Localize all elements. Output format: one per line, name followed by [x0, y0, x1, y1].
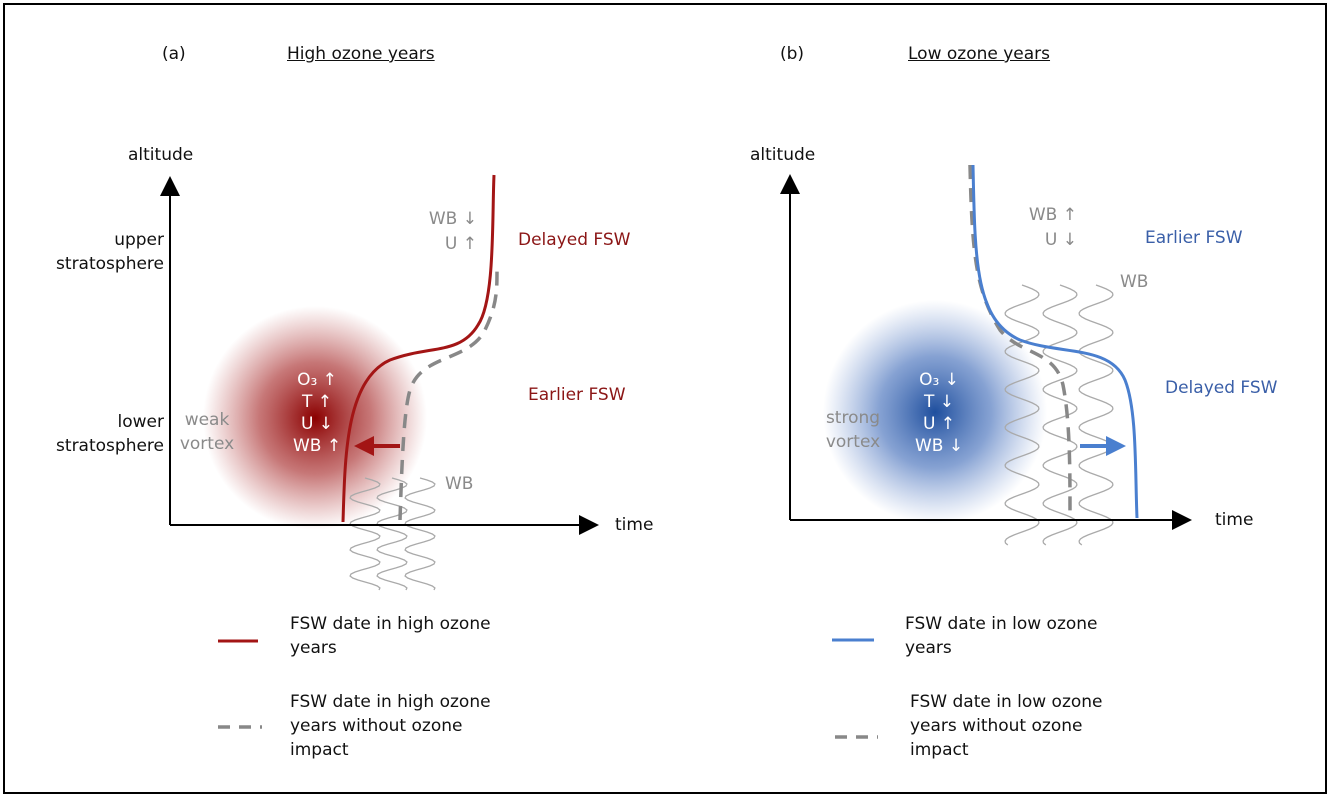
label: WB ↑ — [292, 436, 342, 456]
label: Delayed FSW — [1165, 378, 1278, 398]
label: lower stratosphere — [56, 412, 170, 456]
label: O₃ ↑ — [297, 370, 337, 390]
label: upper stratosphere — [56, 230, 170, 274]
label: (b) — [780, 44, 805, 64]
wave — [349, 477, 381, 591]
wave — [1078, 284, 1114, 546]
label: Low ozone years — [908, 44, 1051, 64]
waves — [349, 284, 1114, 591]
label: FSW date in low ozone years — [905, 614, 1103, 658]
label: altitude — [128, 145, 194, 165]
label: Earlier FSW — [528, 385, 626, 405]
label: time — [615, 515, 654, 535]
wave — [1004, 284, 1040, 546]
label: Earlier FSW — [1145, 228, 1243, 248]
wave — [376, 477, 408, 591]
label: time — [1215, 510, 1254, 530]
label: WB ↑ — [1028, 205, 1077, 225]
label: T ↑ — [301, 392, 333, 412]
label: weak vortex — [179, 410, 235, 454]
dashed-curve — [398, 269, 499, 521]
label: U ↓ — [1044, 230, 1077, 250]
label: Delayed FSW — [518, 230, 631, 250]
label: strong vortex — [825, 408, 886, 452]
low-ozone-curve — [971, 164, 1139, 519]
label: T ↓ — [923, 392, 955, 412]
label: FSW date in low ozone years without ozon… — [910, 692, 1108, 760]
label: WB ↓ — [428, 209, 477, 229]
frame — [3, 3, 1327, 794]
label: FSW date in high ozone years without ozo… — [290, 692, 496, 760]
vortex-glow — [823, 300, 1047, 524]
label: altitude — [750, 145, 816, 165]
label: U ↑ — [444, 234, 477, 254]
label: WB — [445, 474, 474, 494]
wave — [404, 477, 436, 591]
label: WB ↓ — [914, 436, 964, 456]
vortex-glow — [203, 306, 427, 530]
label: U ↓ — [300, 414, 334, 434]
label: (a) — [162, 44, 186, 64]
label: WB — [1120, 272, 1149, 292]
high-ozone-curve — [341, 174, 496, 523]
label: O₃ ↓ — [919, 370, 959, 390]
label: High ozone years — [287, 44, 435, 64]
wave — [1042, 284, 1078, 546]
label: FSW date in high ozone years — [290, 614, 496, 658]
label: U ↑ — [922, 414, 956, 434]
